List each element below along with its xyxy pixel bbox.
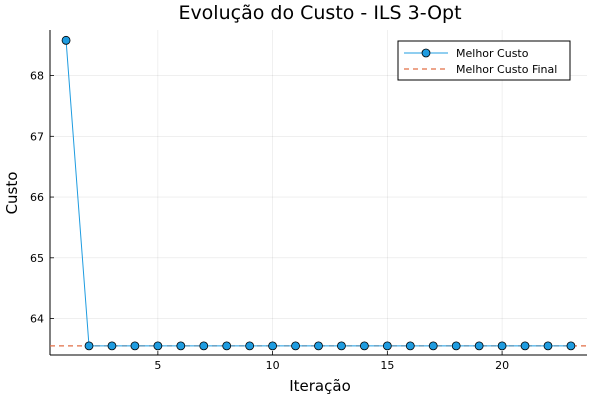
data-point-22 [543,341,553,351]
data-point-16 [405,341,415,351]
legend-label-melhor-custo: Melhor Custo [456,47,529,60]
data-point-4 [130,341,140,351]
y-tick-label-67: 67 [30,130,44,143]
data-point-20 [497,341,507,351]
data-point-23 [566,341,576,351]
data-point-1 [61,35,71,45]
legend-label-melhor-custo-final: Melhor Custo Final [456,63,557,76]
data-point-18 [451,341,461,351]
chart-title: Evolução do Custo - ILS 3-Opt [178,2,461,24]
y-axis-label: Custo [3,172,21,215]
data-point-15 [382,341,392,351]
data-point-19 [474,341,484,351]
x-tick-label-15: 15 [380,359,394,372]
y-tick-label-64: 64 [30,313,44,326]
y-ticks: 64 65 66 67 68 [30,70,54,326]
data-point-10 [268,341,278,351]
data-point-9 [245,341,255,351]
y-tick-label-68: 68 [30,70,44,83]
data-point-3 [107,341,117,351]
x-axis-label: Iteração [289,377,351,395]
x-tick-label-20: 20 [495,359,509,372]
series-line-melhor-custo [65,40,571,347]
legend: Melhor Custo Melhor Custo Final [397,40,571,81]
data-point-8 [222,341,232,351]
data-point-11 [291,341,300,351]
legend-swatch-marker-melhor-custo [421,48,431,58]
data-point-21 [520,341,530,351]
y-tick-label-66: 66 [30,191,44,204]
series-layer [50,35,587,351]
legend-box [397,40,571,81]
x-tick-label-5: 5 [154,359,161,372]
data-point-5 [153,341,163,351]
data-point-14 [359,341,369,351]
data-point-13 [337,341,346,351]
y-tick-label-65: 65 [30,252,44,265]
data-point-12 [314,341,323,351]
data-point-6 [176,341,186,351]
data-point-2 [84,341,94,351]
x-tick-label-10: 10 [266,359,280,372]
x-ticks: 5 10 15 20 [154,351,509,372]
data-point-17 [428,341,438,351]
axes [49,30,587,356]
data-point-7 [199,341,209,351]
